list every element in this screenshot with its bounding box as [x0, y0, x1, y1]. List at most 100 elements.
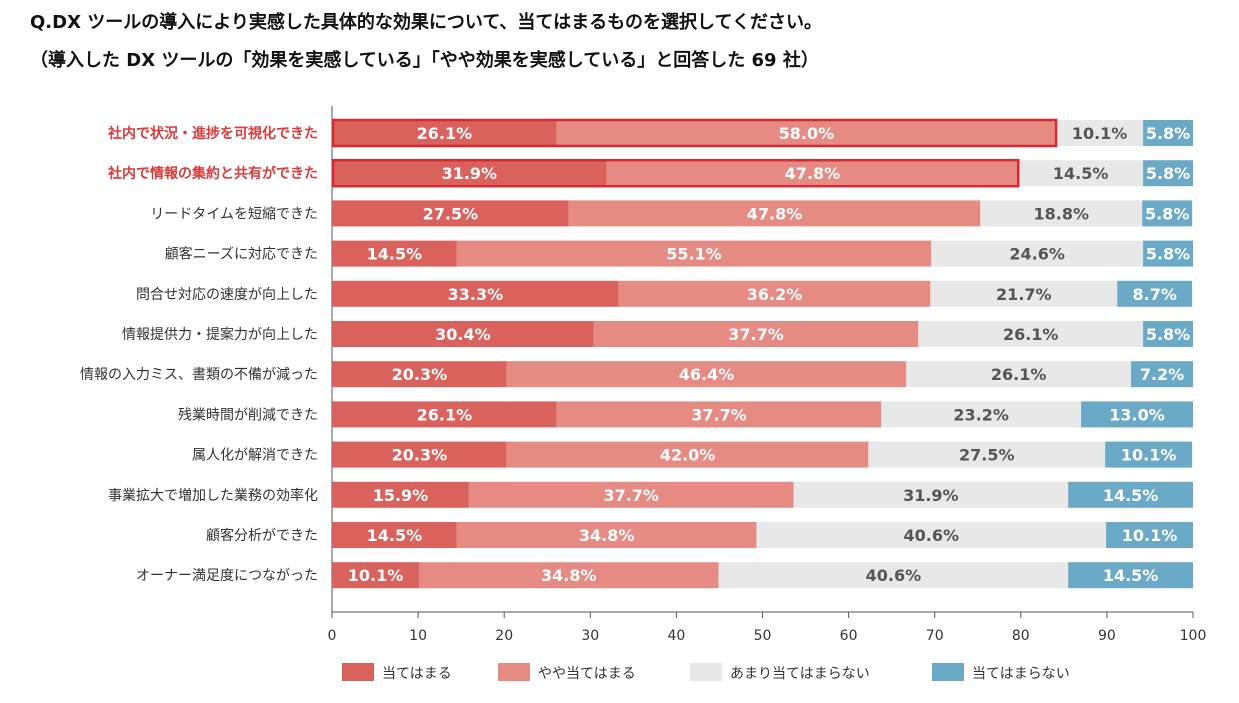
- data-label: 37.7%: [603, 486, 659, 505]
- legend-swatch: [498, 663, 530, 681]
- bar-segment: [332, 240, 457, 267]
- bar-segment: [568, 200, 981, 227]
- data-label: 47.8%: [785, 164, 841, 183]
- bar-segment: [593, 321, 919, 347]
- bar-segment: [332, 120, 557, 146]
- category-label: 属人化が解消できた: [192, 448, 318, 464]
- bar-segment: [418, 562, 719, 589]
- x-tick-label: 60: [840, 628, 858, 644]
- bar-segment: [1131, 361, 1193, 388]
- bar-segment: [1143, 240, 1193, 267]
- data-label: 40.6%: [866, 566, 922, 585]
- data-label: 13.0%: [1109, 405, 1165, 424]
- data-label: 18.8%: [1034, 204, 1090, 223]
- bar-segment: [868, 441, 1106, 468]
- x-tick-label: 80: [1012, 628, 1030, 644]
- data-label: 33.3%: [448, 285, 504, 304]
- bar-segment: [606, 160, 1019, 187]
- data-label: 14.5%: [1053, 164, 1109, 183]
- category-label: リードタイムを短縮できた: [150, 206, 318, 222]
- bar-segment: [556, 120, 1057, 146]
- legend-swatch: [342, 663, 374, 681]
- data-label: 37.7%: [691, 405, 747, 424]
- bar-segment: [332, 200, 569, 227]
- legend-label: あまり当てはまらない: [730, 666, 870, 682]
- data-label: 31.9%: [442, 164, 498, 183]
- legend-label: 当てはまらない: [972, 666, 1070, 682]
- bar-segment: [332, 361, 507, 388]
- bar-segment: [618, 280, 931, 307]
- data-label: 34.8%: [541, 566, 597, 585]
- bar-segment: [1142, 200, 1193, 227]
- category-label: 社内で情報の集約と共有ができた: [107, 165, 318, 182]
- bar-segment: [1056, 120, 1144, 146]
- x-tick-label: 20: [495, 628, 513, 644]
- x-tick-label: 50: [754, 628, 772, 644]
- x-tick-label: 0: [328, 628, 337, 644]
- data-label: 14.5%: [367, 245, 423, 264]
- bar-segment: [332, 562, 419, 589]
- bar-segment: [506, 361, 907, 388]
- highlight-frame: [331, 118, 1058, 148]
- bar-segment: [1081, 401, 1193, 428]
- data-label: 5.8%: [1146, 325, 1190, 344]
- bar-segment: [1105, 441, 1193, 468]
- bar-segment: [332, 441, 507, 468]
- data-label: 24.6%: [1009, 245, 1065, 264]
- data-label: 15.9%: [373, 486, 429, 505]
- x-tick-label: 40: [667, 628, 685, 644]
- data-label: 40.6%: [903, 526, 959, 545]
- bar-segment: [332, 401, 557, 428]
- bar-segment: [456, 522, 757, 548]
- bar-segment: [456, 240, 932, 267]
- bar-segment: [931, 240, 1144, 267]
- data-label: 20.3%: [392, 446, 448, 465]
- x-tick-label: 10: [409, 628, 427, 644]
- category-label: 顧客分析ができた: [206, 527, 318, 544]
- data-label: 47.8%: [747, 204, 803, 223]
- bar-segment: [980, 200, 1143, 227]
- bar-segment: [1143, 160, 1193, 187]
- bar-segment: [1018, 160, 1144, 187]
- category-label: 顧客ニーズに対応できた: [165, 246, 318, 263]
- category-label: 事業拡大で増加した業務の効率化: [108, 487, 318, 504]
- bar-segment: [793, 481, 1069, 508]
- data-label: 8.7%: [1132, 285, 1176, 304]
- data-label: 26.1%: [1003, 325, 1059, 344]
- data-label: 46.4%: [679, 365, 735, 384]
- data-label: 31.9%: [903, 486, 959, 505]
- data-label: 10.1%: [1122, 526, 1178, 545]
- data-label: 34.8%: [579, 526, 635, 545]
- data-label: 10.1%: [1121, 446, 1177, 465]
- bar-segment: [1117, 280, 1193, 307]
- legend-swatch: [690, 663, 722, 681]
- data-label: 14.5%: [367, 526, 423, 545]
- bar-segment: [1143, 321, 1193, 347]
- bar-segment: [332, 522, 457, 548]
- data-label: 55.1%: [666, 245, 722, 264]
- data-label: 27.5%: [423, 204, 479, 223]
- data-label: 14.5%: [1103, 486, 1159, 505]
- bar-segment: [468, 481, 794, 508]
- bar-segment: [906, 361, 1132, 388]
- bar-segment: [881, 401, 1082, 428]
- bar-segment: [1068, 481, 1193, 508]
- bar-segment: [1068, 562, 1193, 589]
- data-label: 42.0%: [660, 446, 716, 465]
- category-label: 情報提供力・提案力が向上した: [122, 326, 318, 343]
- data-label: 23.2%: [953, 405, 1009, 424]
- legend-label: やや当てはまる: [538, 666, 636, 682]
- legend-label: 当てはまる: [382, 666, 452, 682]
- bar-segment: [918, 321, 1144, 347]
- bar-segment: [556, 401, 882, 428]
- data-label: 5.8%: [1146, 124, 1190, 143]
- data-label: 5.8%: [1146, 245, 1190, 264]
- x-tick-label: 70: [926, 628, 944, 644]
- data-label: 10.1%: [1072, 124, 1128, 143]
- bar-segment: [332, 321, 594, 347]
- chart-title: Q.DX ツールの導入により実感した具体的な効果について、当てはまるものを選択し…: [30, 12, 822, 33]
- category-label: 問合せ対応の速度が向上した: [136, 287, 318, 303]
- data-label: 37.7%: [728, 325, 784, 344]
- data-label: 36.2%: [747, 285, 803, 304]
- x-tick-label: 90: [1098, 628, 1116, 644]
